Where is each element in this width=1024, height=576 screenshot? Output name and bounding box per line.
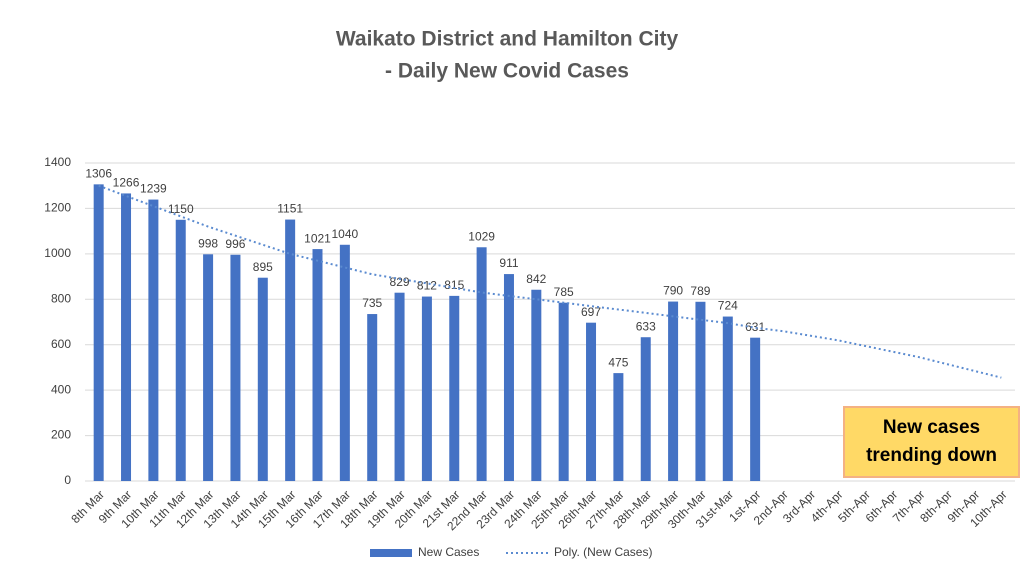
data-label: 633 — [636, 319, 656, 333]
data-label: 785 — [554, 285, 574, 299]
data-label: 1266 — [113, 176, 140, 190]
data-label: 697 — [581, 305, 601, 319]
bar — [586, 322, 597, 481]
data-label: 724 — [718, 299, 738, 313]
legend-label: New Cases — [418, 545, 479, 559]
data-label: 998 — [198, 236, 218, 250]
bar — [203, 254, 214, 481]
data-label: 1021 — [304, 231, 331, 245]
annotation: New cases trending down — [843, 406, 1020, 478]
bar — [121, 193, 132, 482]
y-tick-label: 800 — [51, 291, 71, 305]
bar — [175, 219, 186, 482]
y-tick-label: 1200 — [44, 201, 71, 215]
bar — [93, 184, 104, 481]
bar — [613, 373, 624, 481]
data-label: 1040 — [332, 227, 359, 241]
data-label: 812 — [417, 279, 437, 293]
bar — [695, 301, 706, 481]
y-tick-label: 200 — [51, 428, 71, 442]
y-tick-label: 600 — [51, 337, 71, 351]
bar — [668, 301, 679, 481]
data-label: 790 — [663, 284, 683, 298]
data-label: 1151 — [277, 202, 303, 216]
data-label: 829 — [390, 275, 410, 289]
y-tick-label: 1400 — [44, 155, 71, 169]
data-label: 815 — [444, 278, 464, 292]
bar — [230, 254, 241, 481]
data-label: 1306 — [85, 167, 112, 181]
data-label: 789 — [690, 284, 710, 298]
bar — [257, 277, 268, 481]
bar — [367, 314, 378, 481]
bar — [531, 289, 542, 481]
chart-title: - Daily New Covid Cases — [385, 60, 629, 83]
bar — [339, 244, 350, 481]
legend-swatch — [370, 549, 412, 557]
y-tick-label: 400 — [51, 382, 71, 396]
trend-line — [98, 184, 1002, 379]
data-label: 1239 — [140, 182, 167, 196]
bar — [640, 337, 651, 481]
bar — [421, 296, 432, 481]
y-tick-label: 1000 — [44, 246, 71, 260]
data-label: 895 — [253, 260, 273, 274]
chart-title: Waikato District and Hamilton City — [336, 28, 679, 51]
bar — [449, 295, 460, 481]
bar — [148, 199, 159, 481]
bar — [558, 302, 569, 481]
bar — [394, 292, 405, 481]
data-label: 911 — [499, 256, 518, 270]
data-label: 631 — [745, 320, 765, 334]
legend-label: Poly. (New Cases) — [554, 545, 652, 559]
bar — [285, 219, 296, 481]
data-label: 842 — [526, 272, 546, 286]
data-label: 1029 — [468, 229, 495, 243]
bar — [722, 316, 733, 481]
y-tick-label: 0 — [64, 473, 71, 487]
bar — [476, 247, 487, 481]
data-label: 996 — [225, 237, 245, 251]
bar — [503, 274, 514, 481]
data-label: 1150 — [168, 202, 194, 216]
data-label: 735 — [362, 296, 382, 310]
data-label: 475 — [608, 355, 628, 369]
bar — [750, 337, 761, 481]
bar — [312, 249, 323, 481]
